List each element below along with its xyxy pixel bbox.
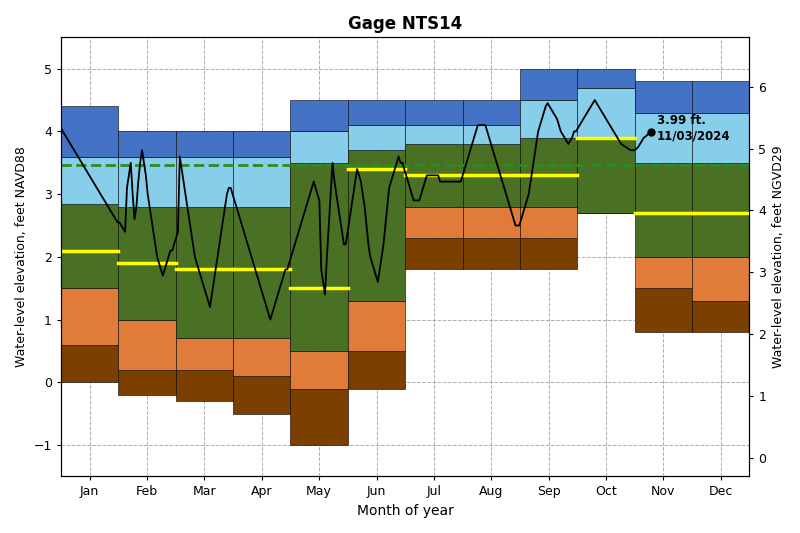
Bar <box>118 132 176 157</box>
Bar <box>520 69 578 100</box>
Text: 3.99 ft.
11/03/2024: 3.99 ft. 11/03/2024 <box>657 114 730 142</box>
Bar <box>520 207 578 238</box>
Bar <box>348 150 405 301</box>
Bar <box>462 238 520 269</box>
Bar <box>578 87 634 138</box>
Bar <box>118 320 176 370</box>
Bar <box>634 163 692 257</box>
Bar <box>634 112 692 163</box>
Bar <box>233 376 290 414</box>
Bar <box>176 338 233 370</box>
Bar <box>233 132 290 157</box>
Bar <box>348 125 405 150</box>
Bar <box>405 100 462 125</box>
Bar <box>348 301 405 351</box>
Title: Gage NTS14: Gage NTS14 <box>348 15 462 33</box>
Bar <box>290 100 348 132</box>
Bar <box>118 157 176 207</box>
Bar <box>176 157 233 207</box>
Bar <box>61 345 118 382</box>
Bar <box>290 389 348 445</box>
Bar <box>634 81 692 112</box>
Bar <box>348 351 405 389</box>
Bar <box>692 81 750 112</box>
Bar <box>692 112 750 163</box>
Y-axis label: Water-level elevation, feet NAVD88: Water-level elevation, feet NAVD88 <box>15 147 28 367</box>
Bar <box>233 207 290 338</box>
Bar <box>692 257 750 301</box>
Bar <box>118 207 176 320</box>
Bar <box>118 370 176 395</box>
Bar <box>634 288 692 332</box>
Bar <box>692 301 750 332</box>
Bar <box>233 157 290 207</box>
Bar <box>348 100 405 125</box>
Bar <box>405 207 462 238</box>
Y-axis label: Water-level elevation, feet NGVD29: Water-level elevation, feet NGVD29 <box>772 146 785 368</box>
Bar <box>176 370 233 401</box>
Bar <box>176 132 233 157</box>
Bar <box>61 204 118 288</box>
Bar <box>692 163 750 257</box>
Bar <box>520 138 578 207</box>
Bar <box>233 338 290 376</box>
Bar <box>290 351 348 389</box>
Bar <box>405 238 462 269</box>
Bar <box>462 100 520 125</box>
Bar <box>520 100 578 138</box>
Bar <box>405 125 462 144</box>
Bar <box>462 144 520 207</box>
Bar <box>462 207 520 238</box>
Bar <box>290 132 348 163</box>
Bar <box>578 69 634 87</box>
Bar <box>462 125 520 144</box>
X-axis label: Month of year: Month of year <box>357 504 454 518</box>
Bar <box>578 138 634 213</box>
Bar <box>61 106 118 157</box>
Bar <box>290 163 348 351</box>
Bar <box>405 144 462 207</box>
Bar <box>520 238 578 269</box>
Bar <box>61 157 118 204</box>
Bar <box>634 257 692 288</box>
Bar <box>176 207 233 338</box>
Bar <box>61 288 118 345</box>
